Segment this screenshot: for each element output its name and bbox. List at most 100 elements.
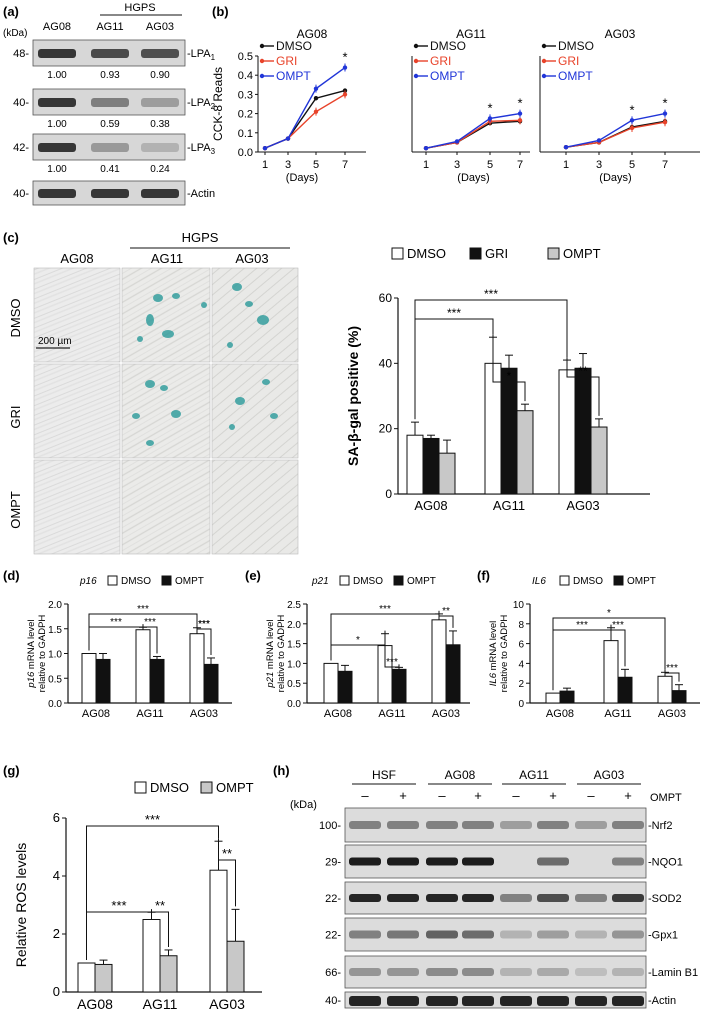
- x-tick-label: 1: [262, 159, 268, 171]
- kda-label-a: (kDa): [3, 28, 27, 39]
- blot-band: [141, 98, 179, 107]
- y-tick-label: 0.0: [48, 699, 62, 710]
- gene-name: p16: [26, 671, 37, 689]
- significance-marker: *: [517, 96, 522, 111]
- significance-label: ***: [666, 663, 678, 674]
- significance-bracket: [86, 909, 152, 960]
- blot-band: [349, 930, 381, 939]
- x-tick-label: 7: [662, 159, 668, 171]
- gene-title: IL6: [532, 576, 546, 587]
- bar-gri: [574, 367, 592, 495]
- blot-band: [387, 857, 419, 866]
- group-label: AG11: [519, 768, 549, 782]
- y-tick-label: 2: [53, 926, 60, 941]
- gene-title: p16: [79, 576, 97, 587]
- panel-label-d: (d): [3, 568, 20, 583]
- y-tick-label: 0.5: [238, 51, 253, 63]
- y-tick-label: 0.0: [287, 699, 301, 710]
- mw-marker: 48-: [13, 48, 29, 60]
- legend-swatch: [559, 575, 570, 586]
- blot-band: [426, 821, 458, 829]
- treatment-sign: –: [361, 788, 369, 803]
- bar-dmso: [135, 629, 151, 704]
- significance-label: ***: [447, 306, 461, 320]
- significance-label: ***: [484, 287, 498, 301]
- y-tick-label: 40: [379, 356, 393, 370]
- legend-label: GRI: [485, 246, 508, 261]
- blot-band: [500, 894, 532, 902]
- x-tick-label: 7: [517, 159, 523, 171]
- y-axis-label-line2: relative to GADPH: [276, 615, 287, 693]
- panel-h-blots: (kDa) HSF AG08 AG11 AG03 – + – + – + – + OMPT 100- -Nrf…: [290, 768, 698, 1009]
- blot-band: [349, 857, 381, 866]
- densitometry-value: 1.00: [47, 119, 67, 130]
- bar-ompt: [559, 690, 575, 704]
- blot-band: [462, 821, 494, 829]
- significance-label: **: [155, 898, 165, 913]
- legend-label: DMSO: [407, 246, 446, 261]
- densitometry-value: 1.00: [47, 70, 67, 81]
- densitometry-value: 0.59: [100, 119, 120, 130]
- group-label: AG03: [594, 768, 625, 782]
- gene-title: p21: [311, 576, 329, 587]
- group-label: AG08: [445, 768, 476, 782]
- x-axis-label: (Days): [599, 172, 631, 184]
- legend-marker: [413, 43, 419, 49]
- densitometry-value: 0.38: [150, 119, 170, 130]
- bar-ompt: [445, 644, 461, 704]
- y-axis-label: SA-β-gal positive (%): [345, 326, 361, 466]
- legend-label: OMPT: [276, 69, 311, 83]
- significance-bracket: [492, 334, 526, 402]
- mw-marker: 42-: [13, 142, 29, 154]
- bar-ompt: [391, 668, 407, 704]
- blot-band: [91, 98, 129, 107]
- significance-label: ***: [198, 619, 210, 630]
- blot-label: -Actin: [187, 188, 215, 200]
- legend-marker: [259, 43, 265, 49]
- legend-label: DMSO: [150, 780, 189, 795]
- x-tick-label: 7: [342, 159, 348, 171]
- significance-bracket: [86, 825, 219, 960]
- bar-dmso: [81, 653, 97, 704]
- panel-label-a: (a): [3, 4, 19, 19]
- panel-h: (h) (kDa) HSF AG08 AG11 AG03 – + – + – + – + OMPT 100-…: [273, 763, 698, 1009]
- y-tick-label: 0.2: [238, 109, 253, 121]
- blot-band: [38, 98, 76, 107]
- x-tick-label: 1: [423, 159, 429, 171]
- significance-marker: *: [342, 50, 347, 65]
- gene-name: p21: [265, 672, 276, 689]
- blot-label: -LPA1: [187, 48, 216, 62]
- blot-label: -SOD2: [648, 893, 682, 905]
- y-tick-label: 0.5: [287, 679, 301, 690]
- blot-band: [387, 894, 419, 902]
- x-tick-label: AG08: [324, 708, 352, 720]
- blot-band: [612, 968, 644, 976]
- legend-label: OMPT: [216, 780, 254, 795]
- y-axis-label-line2: relative to GADPH: [37, 615, 48, 693]
- significance-bracket: [414, 318, 494, 420]
- legend-label: DMSO: [430, 39, 466, 53]
- blot-label: -Actin: [648, 995, 676, 1007]
- chart-cck8-ag08: AG08 0.0 0.1 0.2 0.3 0.4 0.5 CCK-8 Reads 1 3 5 7 (Da…: [211, 27, 366, 184]
- mw-marker: 29-: [325, 857, 341, 869]
- blot-band: [91, 49, 129, 58]
- lane-label-ag08: AG08: [43, 21, 71, 33]
- blot-band: [500, 821, 532, 829]
- blot-band: [500, 996, 532, 1006]
- blot-band: [575, 894, 607, 902]
- significance-label: **: [222, 846, 232, 861]
- blot-band: [426, 894, 458, 902]
- mw-marker: 22-: [325, 893, 341, 905]
- data-point: [313, 96, 319, 101]
- blot-band: [426, 857, 458, 866]
- bar-ompt: [95, 658, 111, 704]
- y-tick-label: 0: [385, 487, 392, 501]
- significance-label: ***: [386, 657, 398, 668]
- legend-swatch: [391, 247, 404, 260]
- blot-band: [612, 894, 644, 902]
- y-tick-label: 2.0: [48, 600, 62, 611]
- bar-ompt: [590, 426, 608, 495]
